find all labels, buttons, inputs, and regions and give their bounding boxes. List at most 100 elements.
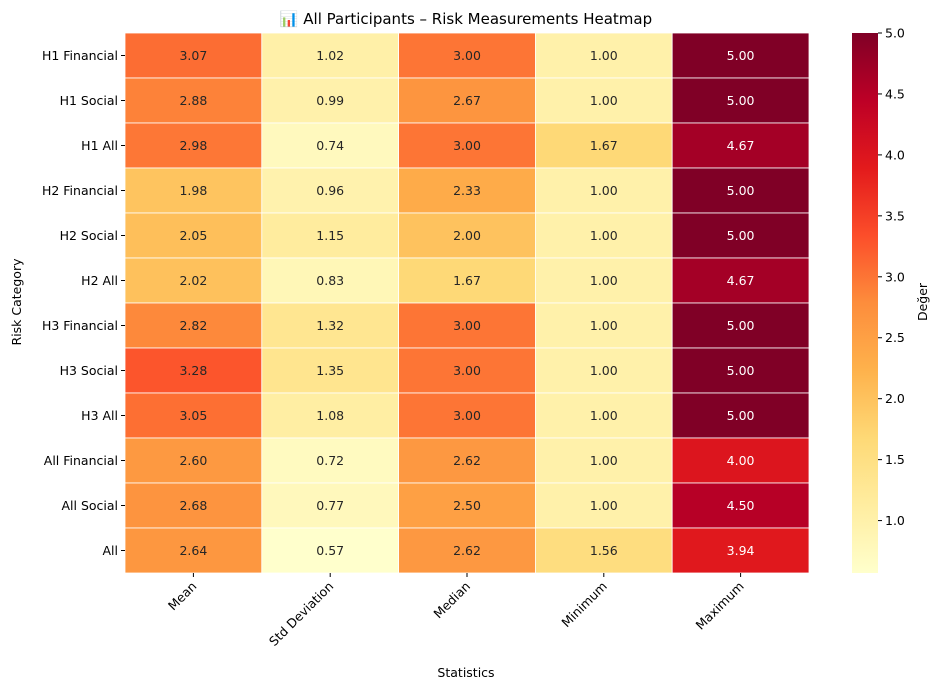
heatmap-cell bbox=[671, 302, 810, 349]
heatmap-cell bbox=[398, 347, 536, 394]
cell-value-label: 3.94 bbox=[727, 543, 755, 558]
heatmap-cell bbox=[261, 392, 399, 439]
heatmap-cell bbox=[671, 437, 810, 484]
y-tick-label: H1 Financial bbox=[42, 48, 118, 63]
colorbar-tick-label: 1.0 bbox=[885, 513, 905, 528]
cell-value-label: 2.02 bbox=[179, 273, 207, 288]
cell-value-label: 4.00 bbox=[727, 453, 755, 468]
heatmap-cell bbox=[398, 167, 536, 214]
cell-value-label: 1.56 bbox=[590, 543, 618, 558]
y-tick-label: H2 Financial bbox=[42, 183, 118, 198]
colorbar-tick-label: 2.5 bbox=[885, 330, 905, 345]
colorbar-tick-label: 1.5 bbox=[885, 452, 905, 467]
heatmap-cell bbox=[535, 257, 673, 304]
x-axis-ticks: Mean Std Deviation Median Minimum Maximum bbox=[165, 573, 747, 649]
heatmap-cell bbox=[261, 212, 399, 259]
cell-value-label: 3.00 bbox=[453, 363, 481, 378]
cell-value-label: 5.00 bbox=[727, 318, 755, 333]
heatmap-cell bbox=[124, 77, 263, 124]
heatmap-cell bbox=[261, 257, 399, 304]
cell-value-label: 1.35 bbox=[316, 363, 344, 378]
x-tick-label: Mean bbox=[165, 579, 200, 614]
heatmap-cell bbox=[671, 212, 810, 259]
heatmap-cell bbox=[261, 347, 399, 394]
cell-value-label: 1.67 bbox=[590, 138, 618, 153]
colorbar-tick-label: 3.0 bbox=[885, 269, 905, 284]
heatmap-cell bbox=[671, 32, 810, 79]
colorbar-ticks: 1.0 1.5 2.0 2.5 3.0 3.5 4.0 4.5 5.0 bbox=[878, 26, 905, 528]
colorbar-tick-label: 4.0 bbox=[885, 147, 905, 162]
heatmap-cell bbox=[535, 167, 673, 214]
heatmap-cell bbox=[124, 482, 263, 529]
heatmap-cell bbox=[398, 77, 536, 124]
cell-value-label: 2.62 bbox=[453, 543, 481, 558]
heatmap-cell bbox=[671, 167, 810, 214]
cell-value-label: 1.02 bbox=[316, 48, 344, 63]
cell-value-label: 5.00 bbox=[727, 363, 755, 378]
heatmap-cell bbox=[261, 122, 399, 169]
heatmap-cell bbox=[398, 482, 536, 529]
cell-value-label: 0.83 bbox=[316, 273, 344, 288]
y-tick-label: All Financial bbox=[44, 453, 118, 468]
cell-value-label: 2.50 bbox=[453, 498, 481, 513]
heatmap-cell bbox=[261, 32, 399, 79]
heatmap-cells: 3.07 1.02 3.00 1.00 5.00 2.88 0.99 2.67 1.00 5.00… bbox=[124, 32, 810, 574]
heatmap-cell bbox=[124, 32, 263, 79]
heatmap-cell bbox=[398, 32, 536, 79]
heatmap-cell bbox=[398, 122, 536, 169]
heatmap-cell bbox=[535, 482, 673, 529]
cell-value-label: 2.05 bbox=[179, 228, 207, 243]
cell-value-label: 1.00 bbox=[590, 363, 618, 378]
heatmap-cell bbox=[124, 437, 263, 484]
heatmap-cell bbox=[671, 77, 810, 124]
y-tick-label: All bbox=[103, 543, 119, 558]
heatmap-cell bbox=[398, 257, 536, 304]
heatmap-cell bbox=[671, 482, 810, 529]
cell-value-label: 0.77 bbox=[316, 498, 344, 513]
cell-value-label: 4.67 bbox=[727, 138, 755, 153]
colorbar-tick-label: 2.0 bbox=[885, 391, 905, 406]
heatmap-cell bbox=[124, 212, 263, 259]
cell-value-label: 0.99 bbox=[316, 93, 344, 108]
x-axis-label: Statistics bbox=[437, 665, 494, 680]
y-tick-label: All Social bbox=[61, 498, 118, 513]
heatmap-cell bbox=[261, 437, 399, 484]
cell-value-label: 1.00 bbox=[590, 408, 618, 423]
cell-value-label: 2.98 bbox=[179, 138, 207, 153]
cell-value-label: 2.00 bbox=[453, 228, 481, 243]
cell-value-label: 4.50 bbox=[727, 498, 755, 513]
cell-value-label: 1.00 bbox=[590, 183, 618, 198]
y-tick-label: H2 All bbox=[81, 273, 118, 288]
cell-value-label: 2.67 bbox=[453, 93, 481, 108]
heatmap-cell bbox=[124, 347, 263, 394]
colorbar-tick-label: 5.0 bbox=[885, 26, 905, 41]
heatmap-cell bbox=[671, 392, 810, 439]
heatmap-cell bbox=[124, 302, 263, 349]
colorbar bbox=[852, 33, 878, 573]
heatmap-cell bbox=[398, 212, 536, 259]
heatmap-cell bbox=[671, 347, 810, 394]
cell-value-label: 2.64 bbox=[179, 543, 207, 558]
cell-value-label: 1.00 bbox=[590, 228, 618, 243]
cell-value-label: 1.00 bbox=[590, 318, 618, 333]
cell-value-label: 3.00 bbox=[453, 318, 481, 333]
cell-value-label: 1.98 bbox=[179, 183, 207, 198]
chart-title: 📊 All Participants – Risk Measurements H… bbox=[280, 10, 652, 28]
cell-value-label: 3.28 bbox=[179, 363, 207, 378]
cell-value-label: 1.00 bbox=[590, 48, 618, 63]
x-tick-label: Maximum bbox=[693, 579, 747, 633]
cell-value-label: 2.68 bbox=[179, 498, 207, 513]
cell-value-label: 5.00 bbox=[727, 228, 755, 243]
y-tick-label: H3 Financial bbox=[42, 318, 118, 333]
heatmap-cell bbox=[261, 527, 399, 574]
x-tick-label: Median bbox=[430, 579, 473, 622]
y-axis-label: Risk Category bbox=[9, 258, 24, 346]
y-tick-label: H3 All bbox=[81, 408, 118, 423]
cell-value-label: 1.08 bbox=[316, 408, 344, 423]
cell-value-label: 2.62 bbox=[453, 453, 481, 468]
heatmap-cell bbox=[535, 347, 673, 394]
cell-value-label: 0.74 bbox=[316, 138, 344, 153]
cell-value-label: 1.00 bbox=[590, 453, 618, 468]
heatmap-cell bbox=[535, 122, 673, 169]
